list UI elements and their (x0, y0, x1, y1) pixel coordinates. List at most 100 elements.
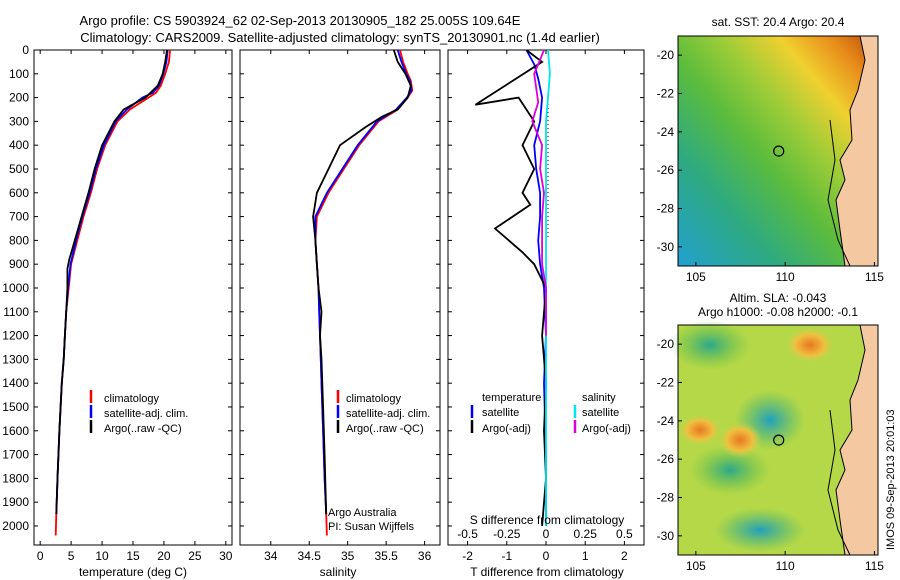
y-tick-label: -20 (657, 337, 675, 351)
x-tick-label: 110 (776, 559, 795, 573)
salinity-annotation-pi: PI: Susan Wijffels (328, 521, 414, 533)
y-tick-label: -30 (657, 529, 675, 543)
y-tick-label: 0 (22, 43, 29, 57)
series-satellite-adj-clim (55, 49, 169, 515)
legend-argo-label: Argo(..raw -QC) (346, 423, 424, 435)
sst-map: sat. SST: 20.4 Argo: 20.4 105 110 115 -20 -… (657, 15, 885, 284)
series-satellite-adj-clim (314, 49, 413, 515)
salinity-legend: climatology satellite-adj. clim. Argo(..… (336, 390, 430, 435)
y-tick-label: 1900 (2, 495, 29, 509)
salinity-axes-frame (239, 49, 441, 546)
header-line1: Argo profile: CS 5903924_62 02-Sep-2013 … (80, 13, 521, 28)
argo-float-marker (773, 145, 785, 157)
y-tick-label: 2000 (2, 519, 29, 533)
legend-climatology-label: climatology (346, 393, 402, 405)
sla-high-region (785, 327, 835, 363)
header-line2: Climatology: CARS2009. Satellite-adjuste… (80, 30, 600, 45)
sla-high-region (678, 414, 722, 446)
x-tick-label: 110 (776, 270, 795, 284)
top-tick-label: -0.25 (493, 527, 521, 541)
sla-high-region (718, 422, 762, 458)
y-tick-label: 1800 (2, 471, 29, 485)
temperature-xlabel: temperature (deg C) (79, 565, 187, 579)
y-tick-label: -24 (657, 414, 675, 428)
y-tick-label: -28 (657, 202, 675, 216)
top-tick-label: 0 (543, 527, 550, 541)
x-tick-label: 10 (95, 549, 109, 563)
salinity-xlabel: salinity (320, 565, 357, 579)
y-tick-label: -30 (657, 240, 675, 254)
top-tick-label: 0.5 (616, 527, 633, 541)
depth-contour (827, 409, 851, 556)
legend-sal-argo-label: Argo(-adj) (582, 423, 631, 435)
x-tick-label: -2 (462, 549, 473, 563)
x-tick-label: 34 (264, 549, 278, 563)
x-tick-label: 34.5 (298, 549, 322, 563)
legend-argo-label: Argo(..raw -QC) (104, 423, 182, 435)
series-argo-raw-qc (312, 49, 412, 515)
sla-map-frame (677, 324, 879, 556)
difference-xlabel: T difference from climatology (470, 565, 624, 579)
y-tick-label: 500 (9, 162, 29, 176)
y-tick-label: -20 (657, 48, 675, 62)
series-temperature-argo-adj (474, 49, 547, 527)
y-tick-label: -24 (657, 125, 675, 139)
series-temperature-satellite (525, 49, 547, 526)
sla-map: Altim. SLA: -0.043 Argo h1000: -0.08 h20… (657, 291, 885, 573)
x-tick-label: -1 (501, 549, 512, 563)
x-tick-label: 105 (686, 559, 706, 573)
sla-low-region (670, 320, 750, 370)
y-tick-label: -26 (657, 163, 675, 177)
legend-salinity-title: salinity (582, 392, 616, 404)
y-tick-label: 1600 (2, 424, 29, 438)
y-tick-label: 1400 (2, 376, 29, 390)
sst-map-frame (677, 35, 879, 267)
x-tick-label: 2 (621, 549, 628, 563)
series-argo-raw-qc (55, 49, 168, 515)
y-tick-label: 600 (9, 186, 29, 200)
y-tick-label: -28 (657, 491, 675, 505)
x-tick-label: 5 (68, 549, 75, 563)
depth-contour (827, 119, 851, 267)
y-tick-label: 700 (9, 210, 29, 224)
top-tick-label: 0.25 (574, 527, 598, 541)
series-salinity-satellite (545, 49, 551, 526)
y-tick-label: 1500 (2, 400, 29, 414)
y-tick-label: 200 (9, 91, 29, 105)
x-tick-label: 15 (126, 549, 140, 563)
y-tick-label: 1000 (2, 281, 29, 295)
x-tick-label: 20 (157, 549, 171, 563)
difference-legend: temperature satellite Argo(-adj) salinit… (470, 392, 631, 435)
y-tick-label: -26 (657, 452, 675, 466)
sla-low-region (715, 508, 805, 552)
x-tick-label: 36 (418, 549, 432, 563)
y-tick-label: 800 (9, 233, 29, 247)
argo-float-marker (773, 434, 785, 446)
legend-temp-argo-label: Argo(-adj) (482, 423, 531, 435)
difference-xlabel-top: S difference from climatology (470, 513, 625, 527)
series-salinity-argo-adj (531, 49, 547, 336)
sst-map-title: sat. SST: 20.4 Argo: 20.4 (712, 15, 845, 29)
x-tick-label: 35.5 (374, 549, 398, 563)
x-tick-label: 115 (865, 270, 884, 284)
legend-satellite-label: satellite-adj. clim. (346, 408, 430, 420)
salinity-annotation-institution: Argo Australia (328, 507, 397, 519)
top-tick-label: -0.5 (457, 527, 478, 541)
y-tick-label: 400 (9, 138, 29, 152)
y-tick-label: 1200 (2, 329, 29, 343)
temperature-panel: 0 5 10 15 20 25 30 0 100 200 300 400 500 600 700 800 90… (2, 43, 233, 579)
sla-low-region (690, 445, 770, 495)
x-tick-label: 35 (341, 549, 355, 563)
x-tick-label: 0 (37, 549, 44, 563)
y-tick-label: 1300 (2, 352, 29, 366)
x-tick-label: 1 (582, 549, 589, 563)
salinity-panel: 34 34.5 35 35.5 36 salinity climatology sate… (239, 49, 441, 579)
difference-panel: -2 -1 0 1 2 -0.5 -0.25 0 0.25 0.5 S difference f… (447, 49, 645, 579)
x-tick-label: 0 (543, 549, 550, 563)
series-climatology (314, 49, 414, 536)
y-tick-label: -22 (657, 87, 675, 101)
y-tick-label: 1100 (3, 305, 29, 319)
timestamp-watermark: IMOS 09-Sep-2013 20:01:03 (885, 409, 897, 550)
y-tick-label: 900 (9, 257, 29, 271)
